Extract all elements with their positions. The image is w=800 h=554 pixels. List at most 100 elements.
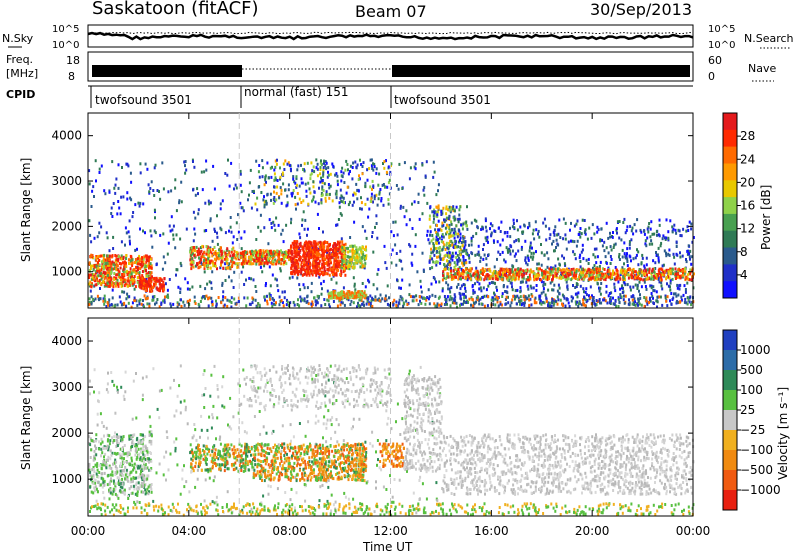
- data-point: [651, 232, 654, 236]
- data-point: [264, 284, 267, 288]
- data-point: [530, 286, 533, 290]
- data-point: [171, 228, 174, 232]
- data-point: [115, 267, 118, 271]
- data-point: [340, 265, 343, 269]
- data-point: [164, 261, 167, 265]
- data-point: [475, 266, 478, 270]
- data-point: [382, 203, 385, 207]
- data-point: [88, 273, 91, 277]
- data-point: [158, 277, 161, 281]
- data-point: [190, 253, 193, 257]
- data-point: [507, 295, 509, 299]
- data-point: [448, 235, 451, 239]
- data-point: [675, 245, 678, 248]
- data-point: [111, 260, 114, 264]
- data-point: [224, 231, 227, 235]
- data-point: [189, 250, 192, 254]
- data-point: [129, 254, 132, 258]
- data-point: [324, 196, 327, 200]
- data-point: [295, 248, 298, 252]
- data-point: [463, 221, 466, 225]
- data-point: [242, 256, 245, 260]
- data-point: [349, 249, 351, 253]
- data-point: [582, 257, 585, 261]
- data-point: [224, 172, 227, 175]
- data-point: [379, 293, 382, 297]
- data-point: [325, 261, 328, 265]
- data-point: [273, 190, 275, 194]
- cpid-label: CPID: [6, 88, 35, 101]
- data-point: [361, 172, 364, 176]
- data-point: [269, 192, 272, 196]
- data-point: [313, 296, 316, 300]
- data-point: [239, 251, 242, 255]
- data-point: [336, 296, 339, 300]
- data-point: [506, 269, 509, 273]
- data-point: [616, 271, 619, 275]
- data-point: [303, 299, 306, 303]
- data-point: [299, 249, 302, 253]
- data-point: [470, 243, 473, 247]
- data-point: [163, 277, 166, 281]
- data-point: [593, 232, 596, 236]
- data-point: [323, 241, 326, 245]
- data-point: [647, 230, 650, 234]
- data-point: [347, 203, 350, 207]
- cpid-segment-2: normal (fast) 151: [244, 85, 348, 99]
- data-point: [604, 299, 607, 303]
- data-point: [649, 235, 652, 239]
- nsearch-series: [87, 31, 694, 35]
- data-point: [458, 229, 461, 233]
- data-point: [482, 257, 485, 261]
- data-point: [364, 254, 366, 258]
- data-point: [361, 256, 364, 259]
- data-point: [313, 261, 316, 265]
- data-point: [295, 265, 298, 269]
- data-point: [209, 217, 212, 221]
- data-point: [340, 170, 343, 174]
- data-point: [108, 273, 111, 277]
- data-point: [90, 302, 93, 306]
- data-point: [153, 166, 156, 170]
- data-point: [313, 170, 316, 174]
- data-point: [435, 263, 438, 267]
- data-point: [196, 250, 199, 253]
- data-point: [149, 187, 152, 190]
- data-point: [338, 251, 341, 255]
- data-point: [104, 192, 107, 196]
- data-point: [296, 240, 299, 244]
- data-point: [113, 186, 116, 190]
- data-point: [120, 254, 123, 258]
- data-point: [506, 248, 509, 252]
- data-point: [183, 303, 186, 307]
- data-point: [504, 298, 507, 301]
- data-point: [520, 280, 523, 284]
- data-point: [554, 299, 557, 303]
- data-point: [231, 263, 234, 267]
- data-point: [251, 190, 254, 193]
- data-point: [450, 222, 453, 226]
- data-point: [456, 269, 459, 273]
- data-point: [583, 290, 585, 294]
- data-point: [365, 296, 368, 300]
- data-point: [314, 266, 317, 270]
- data-point: [344, 256, 346, 260]
- data-point: [297, 265, 300, 268]
- data-point: [630, 295, 633, 299]
- data-point: [369, 199, 372, 203]
- data-point: [449, 210, 452, 214]
- data-point: [228, 275, 230, 279]
- data-point: [630, 238, 633, 242]
- data-point: [559, 298, 562, 302]
- data-point: [578, 231, 581, 234]
- cpid-segment-3: twofsound 3501: [394, 93, 491, 107]
- data-point: [327, 170, 329, 174]
- data-point: [545, 299, 548, 303]
- data-point: [323, 245, 326, 249]
- data-point: [243, 296, 246, 300]
- data-point: [346, 185, 349, 189]
- data-point: [417, 192, 420, 196]
- data-point: [668, 253, 671, 257]
- data-point: [541, 275, 544, 279]
- data-point: [419, 279, 422, 283]
